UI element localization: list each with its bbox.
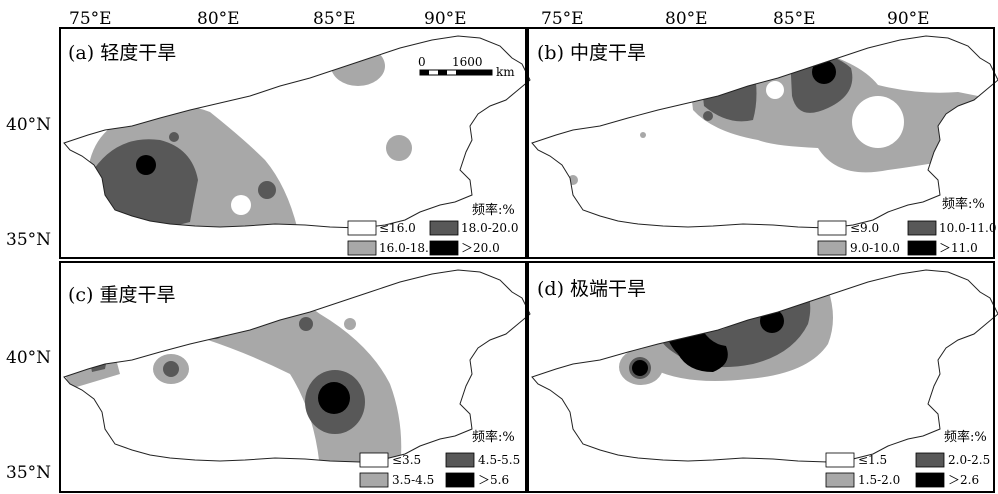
panel-c-frame — [59, 261, 527, 493]
panel-a-legend: 频率:% ≤16.0 18.0-20.0 16.0-18.0 ＞20.0 — [347, 202, 519, 256]
panel-a-legend-item-2: 16.0-18.0 — [379, 241, 437, 255]
panel-b-gray-dot-center — [640, 132, 646, 138]
panel-a-gray-blob-east — [386, 135, 412, 161]
panel-b-white-hole-north — [758, 50, 778, 70]
panel-a-dark-spot-east — [258, 181, 276, 199]
panel-a-legend-item-1: ≤16.0 — [379, 221, 416, 235]
top-tick-85e-right: 85°E — [773, 9, 816, 29]
panel-c-black-core — [318, 382, 350, 414]
panel-b-gray-dot-west — [565, 111, 577, 123]
panel-d-title: (d) 极端干旱 — [537, 278, 646, 300]
panel-a-title: (a) 轻度干旱 — [68, 42, 176, 64]
panel-a-black-core — [136, 155, 156, 175]
panel-b-legend-item-4: ＞11.0 — [939, 241, 978, 255]
panel-a-frame — [59, 27, 527, 259]
scale-bar: 0 1600 km — [418, 55, 515, 79]
top-tick-90e-left: 90°E — [424, 9, 467, 29]
panel-frames — [59, 27, 995, 493]
panel-a-gray-blob-north — [331, 46, 385, 86]
panel-c-dark-spot-north — [299, 317, 313, 331]
panel-b-white-hole-center — [766, 81, 784, 99]
scale-bar-zero: 0 — [418, 55, 426, 69]
panel-d-black-core-east — [760, 309, 784, 333]
panel-b-dark-spot-small — [703, 111, 713, 121]
panel-d-legend-title: 频率:% — [944, 429, 987, 445]
panel-b-legend: 频率:% ≤9.0 10.0-11.0 9.0-10.0 ＞11.0 — [817, 196, 997, 256]
panel-a-legend-item-4: ＞20.0 — [461, 241, 500, 255]
panel-b-legend-item-1: ≤9.0 — [850, 221, 879, 235]
panel-a-legend-item-3: 18.0-20.0 — [461, 221, 519, 235]
top-tick-80e-left: 80°E — [197, 9, 240, 29]
panel-b-black-core — [812, 60, 836, 84]
left-tick-35n-top: 35°N — [6, 230, 51, 250]
panel-d-legend-item-2: 1.5-2.0 — [858, 473, 900, 487]
scale-bar-distance: 1600 — [452, 55, 483, 69]
panel-d-frame — [527, 261, 995, 493]
left-tick-40n-top: 40°N — [6, 115, 51, 135]
panel-d-legend: 频率:% ≤1.5 2.0-2.5 1.5-2.0 ＞2.6 — [825, 429, 990, 488]
left-tick-35n-bottom: 35°N — [6, 463, 51, 483]
top-tick-80e-right: 80°E — [665, 9, 708, 29]
panel-c-gray-dot-north — [344, 318, 356, 330]
top-longitude-axis: 75°E 80°E 85°E 90°E 75°E 80°E 85°E 90°E — [69, 9, 930, 29]
panel-c-legend-title: 频率:% — [472, 429, 515, 445]
left-latitude-axis: 40°N 35°N 40°N 35°N — [6, 115, 51, 483]
panel-d-white-core — [713, 309, 723, 319]
panel-d-black-core-west — [632, 360, 648, 376]
panel-b-title: (b) 中度干旱 — [537, 42, 646, 64]
top-tick-90e-right: 90°E — [887, 9, 930, 29]
panel-c-legend-item-1: ≤3.5 — [392, 453, 421, 467]
panel-d-white-hole — [702, 298, 734, 330]
panel-a-white-hole — [231, 195, 251, 215]
panel-c-legend-item-4: ＞5.6 — [478, 473, 509, 487]
panel-c-title: (c) 重度干旱 — [68, 284, 176, 306]
panel-a-legend-title: 频率:% — [472, 202, 515, 218]
panel-c-legend-item-3: 4.5-5.5 — [478, 453, 520, 467]
left-tick-40n-bottom: 40°N — [6, 348, 51, 368]
top-tick-75e-right: 75°E — [541, 9, 584, 29]
panel-d-legend-item-1: ≤1.5 — [858, 453, 887, 467]
panel-d-legend-item-4: ＞2.6 — [948, 473, 979, 487]
scale-bar-unit: km — [496, 65, 515, 79]
panel-b-white-hole-east — [852, 96, 904, 148]
top-tick-85e-left: 85°E — [313, 9, 356, 29]
panel-b-legend-item-3: 10.0-11.0 — [939, 221, 997, 235]
panel-c-dark-spot-center — [205, 319, 225, 339]
panel-a-dark-spot-small — [169, 132, 179, 142]
panel-c-legend-item-2: 3.5-4.5 — [392, 473, 434, 487]
panel-b-legend-title: 频率:% — [942, 196, 985, 212]
panel-d-legend-item-3: 2.0-2.5 — [948, 453, 990, 467]
panel-b-legend-item-2: 9.0-10.0 — [850, 241, 900, 255]
top-tick-75e-left: 75°E — [69, 9, 112, 29]
panel-b-moderate-drought — [531, 35, 998, 229]
panel-c-dark-spot-west-blob — [163, 361, 179, 377]
panel-b-frame — [527, 27, 995, 259]
panel-c-legend: 频率:% ≤3.5 4.5-5.5 3.5-4.5 ＞5.6 — [359, 429, 520, 488]
